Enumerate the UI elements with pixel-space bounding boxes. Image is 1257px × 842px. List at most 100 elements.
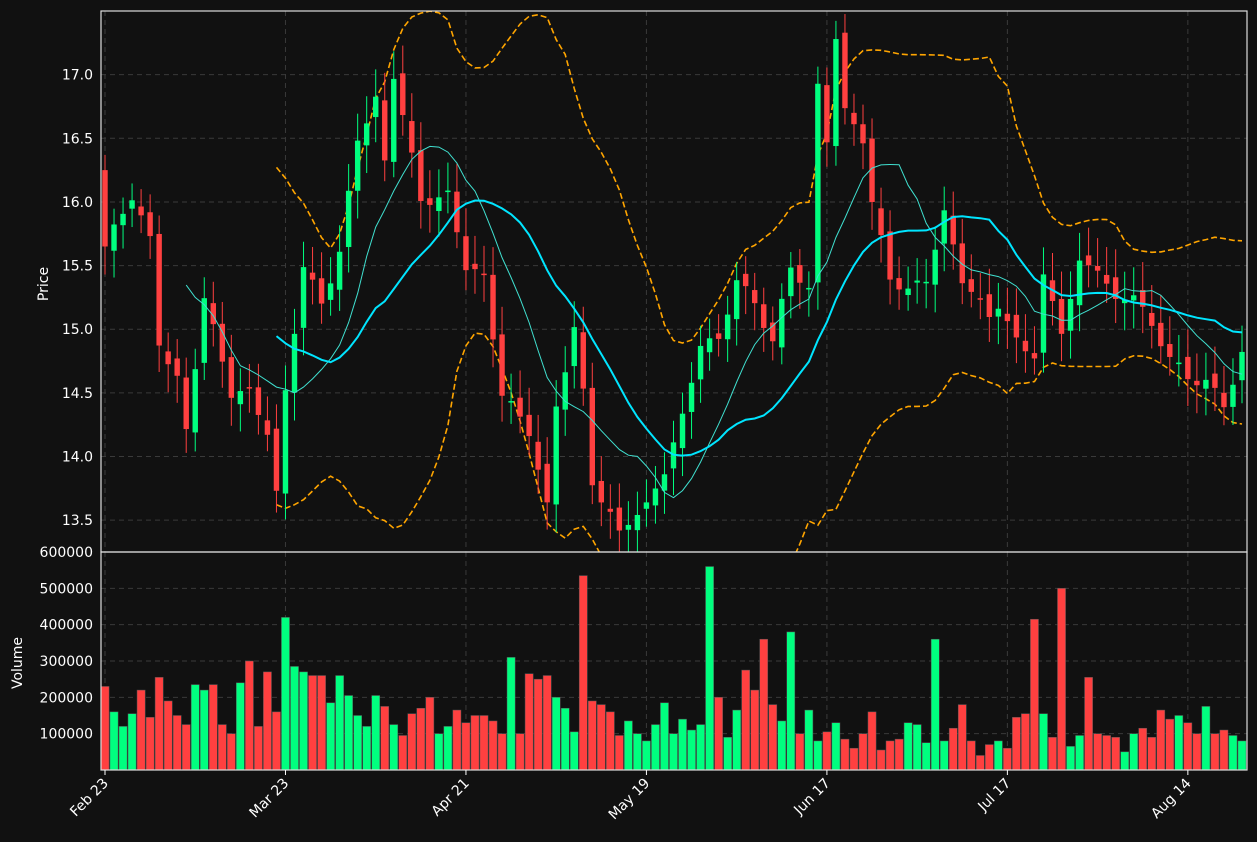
candle-body: [544, 463, 550, 503]
volume-bar: [542, 675, 552, 771]
candle-body: [291, 333, 298, 393]
volume-bar: [1210, 733, 1220, 771]
candle-body: [1131, 295, 1137, 301]
candle-body: [210, 303, 216, 325]
volume-bar: [723, 737, 732, 771]
volume-tick-labels: 100000 200000 300000 400000 500000 600000: [40, 545, 93, 743]
candle-body: [607, 508, 614, 512]
volume-bar: [190, 684, 200, 771]
candle-body: [869, 138, 875, 203]
volume-tick-label: 600000: [40, 545, 93, 561]
candle-body: [1194, 380, 1200, 386]
candle-body: [327, 283, 334, 300]
candle-body: [634, 514, 641, 531]
candle-body: [896, 278, 902, 290]
volume-bar: [1012, 717, 1021, 771]
volume-bar: [199, 689, 209, 771]
candle-body: [336, 251, 343, 290]
sma-slow-line: [275, 199, 1243, 457]
candle-body: [878, 208, 884, 236]
candle-body: [860, 124, 866, 144]
candle-body: [1239, 351, 1245, 381]
candle-body: [508, 401, 514, 403]
volume-bar: [497, 733, 507, 771]
volume-bar: [894, 738, 904, 771]
candle-body: [174, 358, 180, 376]
volume-bar: [479, 715, 489, 771]
candle-body: [715, 333, 722, 339]
volume-tick-label: 100000: [40, 727, 93, 743]
price-tick-label: 15.0: [62, 322, 93, 338]
volume-bar: [236, 682, 245, 771]
volume-bar: [840, 738, 850, 771]
candle-body: [824, 85, 830, 143]
volume-tick-label: 300000: [40, 654, 93, 670]
volume-bar: [407, 713, 417, 771]
candle-body: [1094, 265, 1101, 271]
volume-bar: [136, 689, 146, 771]
bollinger-bands: [275, 11, 1243, 552]
candle-body: [273, 428, 280, 491]
candle-body: [255, 387, 262, 415]
volume-bar: [1183, 722, 1193, 771]
candlesticks: [102, 14, 1245, 552]
candle-body: [553, 406, 559, 505]
volume-bar: [948, 727, 958, 771]
volume-bar: [181, 724, 191, 771]
candle-body: [345, 190, 352, 248]
candle-body: [102, 170, 108, 247]
volume-bar: [777, 720, 787, 771]
volume-bar: [750, 689, 760, 771]
candle-body: [661, 474, 668, 491]
candle-body: [246, 387, 253, 389]
candle-body: [517, 397, 523, 417]
candle-body: [851, 112, 857, 125]
volume-bar: [452, 709, 462, 771]
candle-body: [183, 377, 189, 430]
candle-body: [770, 322, 776, 342]
candle-body: [201, 298, 207, 363]
candle-body: [706, 338, 713, 353]
volume-bar: [1048, 737, 1057, 771]
candle-body: [887, 231, 893, 280]
candle-body: [1004, 313, 1011, 322]
volume-bar: [245, 660, 254, 771]
candle-body: [1022, 340, 1029, 352]
volume-bar: [443, 726, 453, 771]
candle-body: [436, 197, 442, 212]
candle-body: [165, 351, 171, 365]
volume-bar: [1237, 740, 1247, 771]
volume-bar: [118, 726, 128, 771]
candle-body: [192, 369, 198, 433]
volume-bars: [100, 566, 1247, 771]
candle-body: [472, 263, 478, 270]
candle-body: [454, 191, 460, 233]
candle-body: [1230, 384, 1236, 407]
candle-body: [382, 100, 388, 161]
volume-bar: [172, 715, 182, 771]
volume-axis-label: Volume: [10, 637, 26, 689]
candle-body: [418, 150, 424, 201]
volume-bar: [615, 735, 624, 771]
volume-bar: [813, 740, 823, 771]
volume-tick-label: 400000: [40, 618, 93, 634]
volume-tick-label: 200000: [40, 690, 93, 706]
volume-bar: [1165, 718, 1175, 771]
volume-bar: [488, 720, 498, 771]
volume-bar: [795, 733, 805, 771]
candle-body: [598, 480, 605, 503]
volume-bar: [903, 722, 913, 771]
volume-bar: [975, 755, 985, 771]
volume-bar: [660, 702, 669, 771]
volume-bar: [1021, 713, 1030, 771]
candle-body: [589, 387, 595, 486]
volume-bar: [651, 724, 660, 771]
volume-bar: [254, 726, 263, 771]
volume-bar: [858, 733, 868, 771]
volume-bar: [344, 695, 353, 771]
volume-bar: [696, 724, 705, 771]
candle-body: [733, 280, 740, 320]
volume-panel-frame: [100, 551, 1248, 771]
candle-body: [1121, 299, 1128, 304]
candle-body: [752, 290, 758, 304]
